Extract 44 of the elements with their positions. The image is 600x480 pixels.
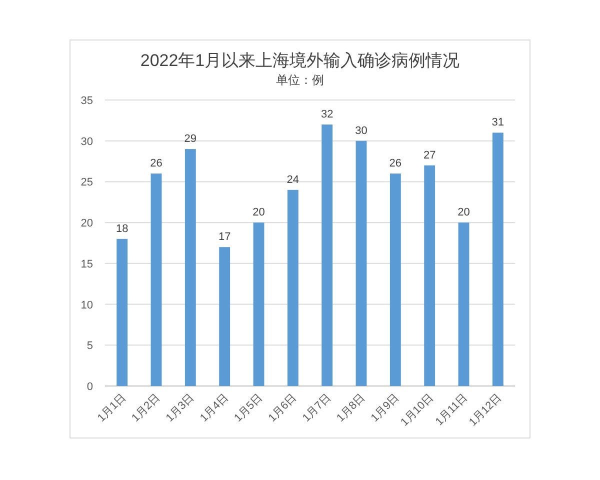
y-tick-label: 25 <box>80 176 93 189</box>
x-tick-label: 1月8日 <box>334 392 368 424</box>
chart-title: 2022年1月以来上海境外输入确诊病例情况 <box>140 51 460 70</box>
bar <box>322 124 333 386</box>
y-tick-label: 30 <box>80 136 93 148</box>
x-tick-label: 1月2日 <box>130 392 162 424</box>
bar <box>116 238 128 386</box>
data-label: 17 <box>218 231 231 244</box>
x-tick-label: 1月6日 <box>266 392 300 424</box>
x-tick-label: 1月11日 <box>433 392 470 428</box>
y-tick-label: 20 <box>80 218 93 230</box>
data-label: 27 <box>423 149 436 162</box>
y-tick-label: 5 <box>86 340 93 352</box>
x-tick-label: 1月4日 <box>198 392 231 424</box>
bar <box>492 132 504 386</box>
y-tick-label: 35 <box>80 95 93 107</box>
data-label: 26 <box>150 158 162 170</box>
bar <box>390 174 401 386</box>
y-tick-label: 10 <box>80 299 93 312</box>
chart-subtitle: 单位：例 <box>276 73 324 87</box>
x-tick-label: 1月1日 <box>96 392 128 424</box>
data-label: 26 <box>389 158 402 170</box>
y-tick-label: 15 <box>80 258 93 270</box>
x-tick-label: 1月5日 <box>232 392 265 424</box>
data-label: 30 <box>355 124 368 137</box>
data-label: 20 <box>252 206 265 219</box>
data-label: 29 <box>184 133 197 146</box>
bar <box>356 140 367 386</box>
data-label: 18 <box>116 222 128 235</box>
data-label: 24 <box>286 174 300 186</box>
bar <box>150 174 162 386</box>
y-tick-label: 0 <box>86 381 93 393</box>
bar <box>184 149 196 386</box>
bar <box>219 247 230 386</box>
x-tick-label: 1月3日 <box>164 392 197 424</box>
x-tick-label: 1月7日 <box>300 392 334 424</box>
bar <box>287 190 298 386</box>
bar <box>424 165 436 386</box>
data-label: 31 <box>492 116 504 129</box>
data-label: 32 <box>320 108 334 121</box>
x-tick-label: 1月12日 <box>467 392 504 429</box>
data-label: 20 <box>458 206 470 219</box>
bar <box>458 222 470 386</box>
bar <box>253 222 264 386</box>
